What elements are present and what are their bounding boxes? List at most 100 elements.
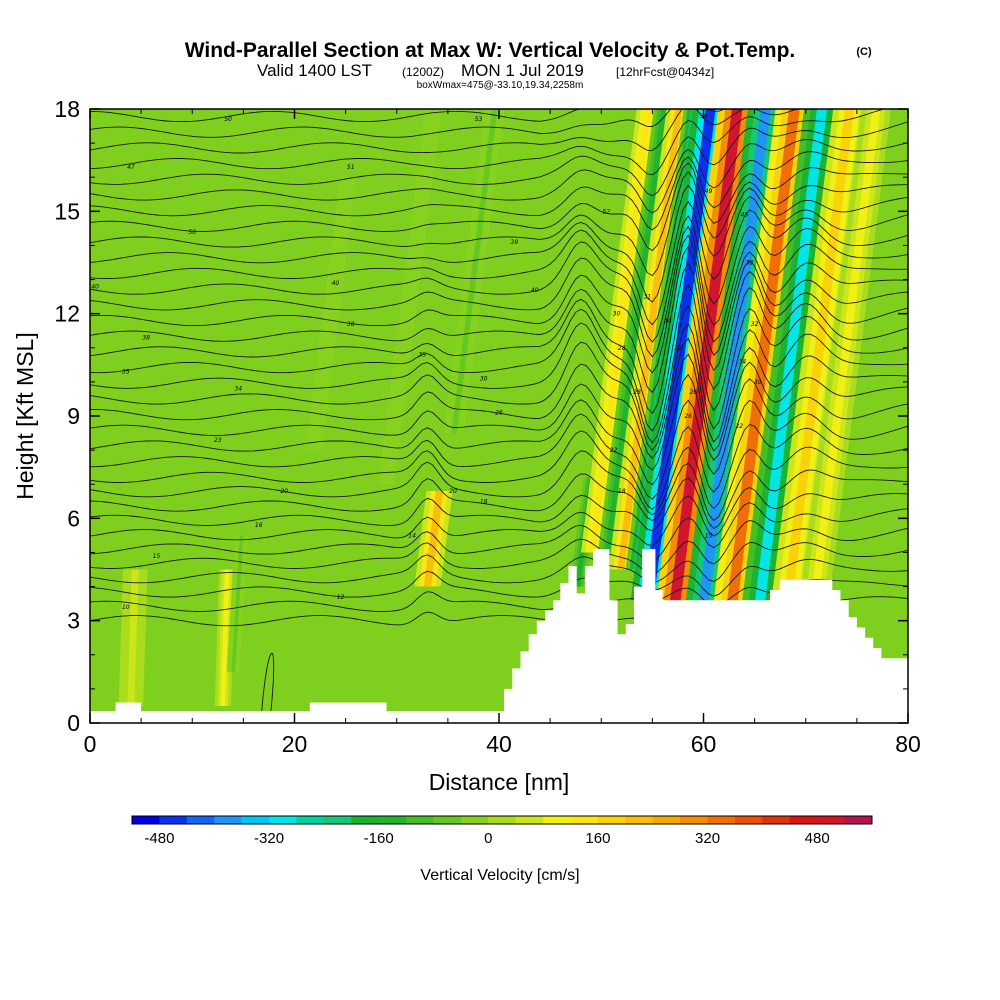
isentrope bbox=[90, 260, 908, 415]
isentrope-label: 52 bbox=[603, 208, 611, 215]
svg-text:22: 22 bbox=[735, 423, 743, 430]
isentrope bbox=[90, 446, 908, 522]
isentrope-label: 30 bbox=[754, 379, 762, 386]
isentrope-label: 50 bbox=[188, 229, 196, 236]
y-tick-label: 6 bbox=[67, 505, 80, 531]
isentrope-label: 30 bbox=[613, 311, 621, 318]
isentrope bbox=[90, 109, 726, 138]
w-band bbox=[311, 177, 351, 451]
svg-text:26: 26 bbox=[689, 389, 697, 396]
isentrope bbox=[90, 109, 886, 176]
colorbar-swatch bbox=[460, 816, 489, 824]
isentrope-label: 45 bbox=[741, 212, 749, 219]
svg-text:20: 20 bbox=[449, 488, 457, 495]
svg-text:16: 16 bbox=[255, 522, 263, 529]
isentrope-label: 15 bbox=[705, 532, 713, 539]
w-band bbox=[755, 109, 828, 601]
isentrope-labels: 5053504751503952494540404038383831303432… bbox=[91, 113, 762, 611]
w-band bbox=[423, 491, 444, 587]
svg-text:32: 32 bbox=[751, 321, 759, 328]
isentrope bbox=[90, 486, 908, 546]
y-tick-label: 3 bbox=[67, 608, 80, 634]
svg-text:53: 53 bbox=[475, 116, 483, 123]
isentrope bbox=[90, 234, 908, 374]
isentrope-label: 26 bbox=[495, 410, 503, 417]
colorbar-swatch bbox=[186, 816, 215, 824]
x-tick-label: 60 bbox=[691, 731, 717, 757]
x-axis-label: Distance [nm] bbox=[429, 769, 570, 795]
colorbar-frame bbox=[131, 815, 873, 825]
isentrope-lines bbox=[90, 109, 908, 712]
isentrope bbox=[90, 346, 908, 471]
colorbar-tick-label: -320 bbox=[254, 830, 284, 847]
isentrope-label: 35 bbox=[122, 369, 130, 376]
isentrope-label: 15 bbox=[153, 553, 161, 560]
colorbar-swatch bbox=[570, 816, 599, 824]
svg-text:34: 34 bbox=[739, 358, 747, 365]
isentrope-label: 47 bbox=[127, 164, 135, 171]
svg-text:20: 20 bbox=[280, 488, 288, 495]
colorbar-tick-label: -160 bbox=[364, 830, 394, 847]
svg-text:15: 15 bbox=[153, 553, 161, 560]
colorbar-tick-label: 320 bbox=[695, 830, 720, 847]
colorbar-swatch bbox=[214, 816, 243, 824]
isentrope bbox=[90, 378, 908, 500]
svg-text:30: 30 bbox=[480, 375, 488, 382]
box-info: boxWmax=475@-33.10,19.34,2258m bbox=[417, 80, 584, 91]
isentrope bbox=[90, 184, 908, 303]
isentrope bbox=[90, 170, 908, 277]
svg-text:30: 30 bbox=[674, 345, 682, 352]
colorbar-swatch bbox=[817, 816, 846, 824]
plot-area: 5053504751503952494540404038383831303432… bbox=[90, 109, 908, 723]
colorbar-swatch bbox=[159, 816, 188, 824]
isentrope-label: 22 bbox=[735, 423, 743, 430]
svg-text:26: 26 bbox=[495, 410, 503, 417]
colorbar-tick-label: 480 bbox=[805, 830, 830, 847]
svg-text:40: 40 bbox=[531, 287, 539, 294]
colorbar-swatch bbox=[707, 816, 736, 824]
isentrope-label: 34 bbox=[664, 317, 672, 324]
colorbar-swatch bbox=[406, 816, 434, 824]
svg-text:38: 38 bbox=[347, 321, 355, 328]
isentrope-label: 32 bbox=[751, 321, 759, 328]
isentrope-label: 22 bbox=[610, 447, 618, 454]
w-band bbox=[231, 535, 244, 672]
isentrope-label: 39 bbox=[511, 239, 519, 246]
isentrope bbox=[90, 307, 908, 451]
svg-text:47: 47 bbox=[127, 164, 135, 171]
colorbar-swatch bbox=[734, 816, 763, 824]
isentrope bbox=[90, 151, 908, 231]
svg-text:22: 22 bbox=[610, 447, 618, 454]
x-tick-label: 80 bbox=[895, 731, 921, 757]
isentrope-label: 26 bbox=[689, 389, 697, 396]
isentrope-label: 23 bbox=[214, 437, 222, 444]
w-band bbox=[783, 109, 855, 601]
svg-text:15: 15 bbox=[705, 532, 713, 539]
isentrope-label: 31 bbox=[643, 294, 651, 301]
y-tick-label: 0 bbox=[67, 710, 80, 736]
isentrope bbox=[90, 286, 908, 444]
isentrope bbox=[90, 139, 908, 214]
x-tick-label: 20 bbox=[282, 731, 308, 757]
svg-text:35: 35 bbox=[122, 369, 130, 376]
subtitle-utc: (1200Z) bbox=[402, 65, 444, 79]
isentrope bbox=[90, 225, 908, 358]
isentrope bbox=[90, 361, 908, 486]
isentrope-label: 28 bbox=[618, 345, 626, 352]
isentrope-label: 28 bbox=[633, 389, 641, 396]
isentrope bbox=[90, 109, 799, 154]
svg-text:12: 12 bbox=[337, 594, 345, 601]
colorbar-tick-label: -480 bbox=[144, 830, 174, 847]
svg-text:30: 30 bbox=[613, 311, 621, 318]
svg-text:52: 52 bbox=[603, 208, 611, 215]
colorbar-label: Vertical Velocity [cm/s] bbox=[420, 867, 579, 884]
svg-text:45: 45 bbox=[741, 212, 749, 219]
svg-text:28: 28 bbox=[618, 345, 626, 352]
svg-text:18: 18 bbox=[480, 498, 488, 505]
w-band bbox=[451, 109, 498, 434]
isentrope-label: 12 bbox=[337, 594, 345, 601]
subtitle-forecast: [12hrFcst@0434z] bbox=[616, 65, 714, 79]
isentrope-label: 49 bbox=[705, 188, 713, 195]
colorbar-tick-label: 0 bbox=[484, 830, 492, 847]
isentrope bbox=[90, 270, 908, 432]
